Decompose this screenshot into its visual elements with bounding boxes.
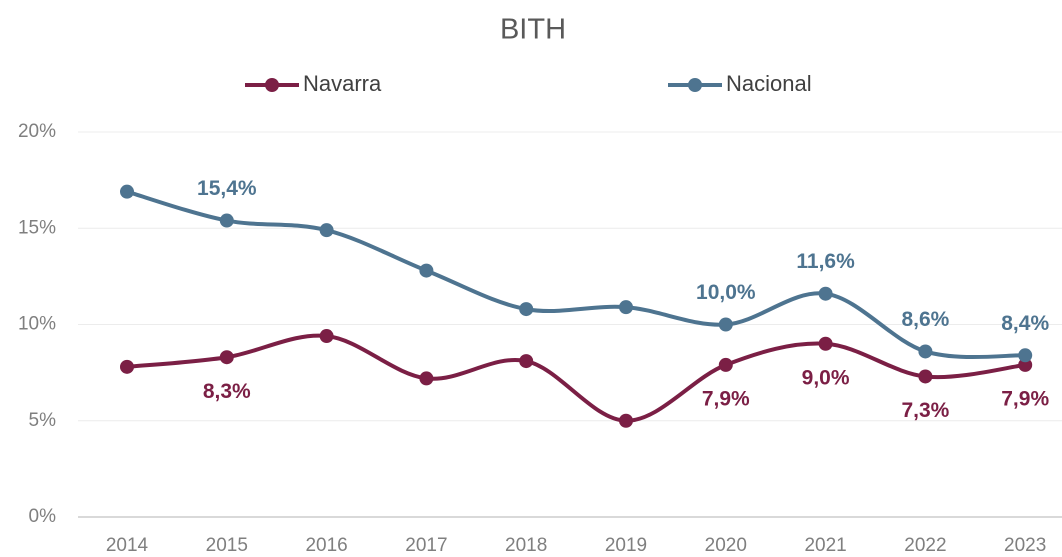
x-tick-label: 2021 [804, 535, 846, 556]
data-label: 11,6% [796, 250, 855, 273]
y-tick-label: 5% [29, 410, 57, 431]
data-label: 8,6% [901, 308, 949, 331]
point [519, 354, 534, 369]
y-tick-label: 20% [18, 121, 56, 142]
point [818, 286, 833, 301]
legend-marker [688, 78, 702, 92]
legend-label: Navarra [303, 71, 382, 96]
point [120, 184, 134, 199]
x-tick-label: 2015 [206, 535, 248, 556]
point [718, 317, 733, 332]
point [419, 263, 434, 278]
y-tick-label: 0% [29, 506, 57, 527]
data-label: 7,9% [1001, 387, 1049, 410]
point [918, 369, 933, 384]
x-tick-label: 2020 [705, 535, 747, 556]
chart-title: BITH [500, 14, 566, 46]
x-tick-label: 2014 [106, 535, 149, 556]
data-label: 15,4% [197, 177, 257, 200]
x-tick-label: 2018 [505, 535, 547, 556]
series-line [125, 189, 1028, 360]
x-tick-label: 2023 [1004, 535, 1046, 556]
point [918, 344, 933, 359]
data-label: 9,0% [802, 366, 850, 389]
y-tick-label: 15% [18, 217, 56, 238]
point [419, 371, 434, 386]
point [818, 336, 833, 351]
x-tick-label: 2022 [904, 535, 946, 556]
point [219, 350, 234, 365]
legend-label: Nacional [726, 71, 812, 96]
data-label: 7,3% [901, 399, 949, 422]
data-label: 7,9% [702, 387, 750, 410]
point [619, 300, 633, 315]
legend-marker [265, 78, 279, 92]
x-tick-label: 2017 [405, 535, 447, 556]
y-tick-label: 10% [18, 314, 56, 335]
point [718, 357, 733, 372]
series-line [125, 333, 1028, 423]
point [219, 213, 234, 228]
x-tick-label: 2016 [305, 535, 347, 556]
x-tick-label: 2019 [605, 535, 647, 556]
point [319, 329, 334, 344]
point [319, 223, 334, 238]
data-label: 8,3% [203, 380, 251, 403]
point [519, 302, 534, 317]
point [1018, 357, 1033, 372]
point [619, 413, 633, 428]
point [1018, 348, 1033, 363]
point [120, 359, 134, 374]
data-label: 10,0% [696, 281, 756, 304]
data-label: 8,4% [1001, 312, 1049, 335]
